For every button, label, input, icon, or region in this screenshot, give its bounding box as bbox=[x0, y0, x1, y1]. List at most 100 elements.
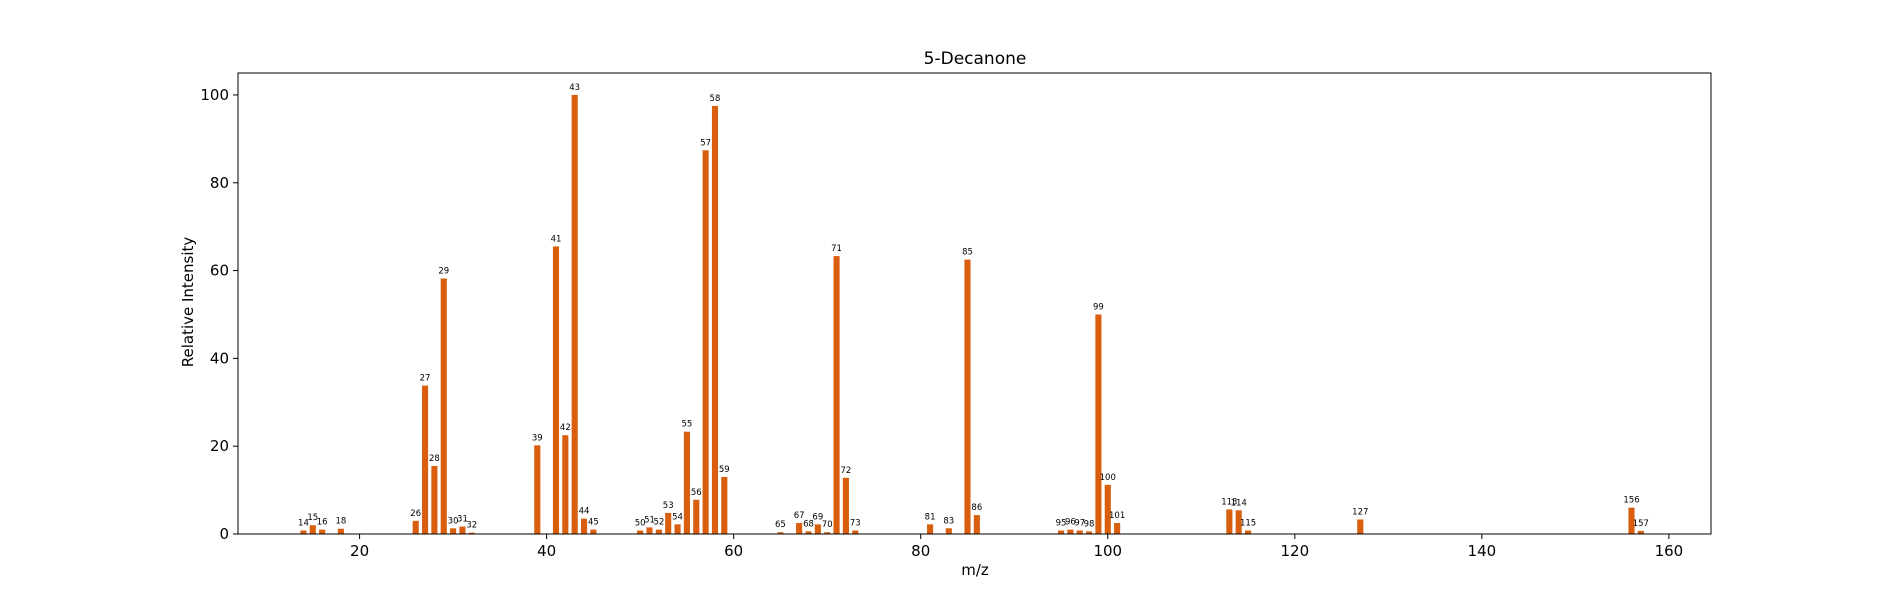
chart-title: 5-Decanone bbox=[924, 49, 1027, 69]
bar-mz-55 bbox=[683, 431, 690, 534]
bar-mz-85 bbox=[964, 259, 971, 534]
bar-mz-59 bbox=[721, 476, 728, 534]
y-tick-label-20: 20 bbox=[210, 437, 229, 455]
data-label-mz-69: 69 bbox=[812, 512, 823, 522]
y-axis-label: Relative Intensity bbox=[179, 237, 197, 368]
bar-mz-42 bbox=[562, 435, 569, 534]
data-label-mz-41: 41 bbox=[551, 234, 562, 244]
bar-mz-65 bbox=[777, 532, 784, 534]
data-label-mz-127: 127 bbox=[1352, 508, 1368, 518]
bar-mz-127 bbox=[1357, 519, 1364, 534]
bar-mz-68 bbox=[805, 531, 812, 534]
bar-mz-32 bbox=[468, 532, 475, 534]
x-tick-label-140: 140 bbox=[1468, 542, 1497, 560]
data-label-mz-32: 32 bbox=[466, 521, 477, 531]
x-tick-label-100: 100 bbox=[1093, 542, 1122, 560]
bar-mz-27 bbox=[422, 385, 429, 534]
bars-layer bbox=[300, 94, 1644, 535]
data-label-mz-95: 95 bbox=[1056, 518, 1067, 528]
data-label-mz-97: 97 bbox=[1074, 518, 1085, 528]
data-label-mz-26: 26 bbox=[410, 509, 421, 519]
data-label-mz-65: 65 bbox=[775, 520, 786, 530]
data-label-mz-27: 27 bbox=[420, 374, 431, 384]
data-label-mz-73: 73 bbox=[850, 518, 861, 528]
bar-mz-113 bbox=[1226, 509, 1233, 534]
data-label-mz-56: 56 bbox=[691, 488, 702, 498]
bar-mz-114 bbox=[1235, 510, 1242, 534]
bar-mz-28 bbox=[431, 465, 438, 534]
bar-mz-99 bbox=[1095, 314, 1102, 534]
data-label-mz-58: 58 bbox=[710, 94, 721, 104]
x-tick-label-160: 160 bbox=[1655, 542, 1684, 560]
y-tick-label-80: 80 bbox=[210, 174, 229, 192]
y-tick-label-60: 60 bbox=[210, 262, 229, 280]
data-label-mz-31: 31 bbox=[457, 515, 468, 525]
data-label-mz-18: 18 bbox=[335, 517, 346, 527]
data-label-mz-39: 39 bbox=[532, 433, 543, 443]
bar-mz-115 bbox=[1245, 530, 1252, 534]
data-label-mz-50: 50 bbox=[635, 518, 646, 528]
y-tick-label-0: 0 bbox=[219, 525, 229, 543]
y-tick-label-100: 100 bbox=[200, 86, 229, 104]
x-tick-label-60: 60 bbox=[724, 542, 743, 560]
data-label-mz-81: 81 bbox=[925, 512, 936, 522]
data-label-mz-30: 30 bbox=[448, 516, 459, 526]
bar-mz-72 bbox=[842, 477, 849, 534]
data-label-mz-72: 72 bbox=[840, 466, 851, 476]
data-label-mz-71: 71 bbox=[831, 244, 842, 254]
data-label-mz-115: 115 bbox=[1240, 518, 1256, 528]
x-tick-label-120: 120 bbox=[1280, 542, 1309, 560]
bar-mz-43 bbox=[571, 94, 578, 534]
bar-mz-101 bbox=[1114, 523, 1121, 534]
data-label-mz-113: 113 bbox=[1221, 497, 1237, 507]
x-tick-label-40: 40 bbox=[537, 542, 556, 560]
bar-mz-39 bbox=[534, 445, 541, 534]
data-label-mz-43: 43 bbox=[569, 83, 580, 93]
data-label-mz-86: 86 bbox=[971, 503, 982, 513]
data-label-mz-55: 55 bbox=[681, 420, 692, 430]
data-label-mz-85: 85 bbox=[962, 248, 973, 258]
data-label-mz-114: 114 bbox=[1231, 498, 1247, 508]
bar-mz-44 bbox=[580, 518, 588, 534]
bar-mz-16 bbox=[319, 529, 326, 534]
data-label-mz-45: 45 bbox=[588, 518, 599, 528]
data-label-mz-53: 53 bbox=[663, 501, 674, 511]
bar-mz-95 bbox=[1057, 530, 1065, 534]
bar-mz-83 bbox=[945, 528, 952, 534]
bar-mz-41 bbox=[552, 246, 560, 535]
plot-frame bbox=[237, 72, 1712, 535]
bar-mz-50 bbox=[637, 530, 644, 534]
x-tick-label-80: 80 bbox=[911, 542, 930, 560]
x-axis-label: m/z bbox=[961, 561, 989, 579]
bar-mz-81 bbox=[927, 524, 934, 534]
data-label-mz-68: 68 bbox=[803, 519, 814, 529]
bar-mz-71 bbox=[833, 256, 840, 534]
data-label-mz-59: 59 bbox=[719, 465, 730, 475]
bar-mz-98 bbox=[1086, 531, 1093, 534]
bar-mz-53 bbox=[665, 512, 672, 534]
data-label-mz-28: 28 bbox=[429, 454, 440, 464]
bar-mz-86 bbox=[973, 515, 980, 534]
bar-mz-26 bbox=[412, 520, 419, 534]
data-label-mz-99: 99 bbox=[1093, 302, 1104, 312]
data-label-mz-101: 101 bbox=[1109, 511, 1125, 521]
bar-mz-70 bbox=[824, 532, 831, 534]
data-label-mz-16: 16 bbox=[317, 518, 328, 528]
bar-mz-57 bbox=[702, 150, 709, 534]
y-tick-label-40: 40 bbox=[210, 349, 229, 367]
bar-mz-156 bbox=[1628, 507, 1635, 534]
x-tick-label-20: 20 bbox=[350, 542, 369, 560]
data-label-mz-57: 57 bbox=[700, 138, 711, 148]
data-label-mz-98: 98 bbox=[1084, 519, 1095, 529]
data-label-mz-70: 70 bbox=[822, 520, 833, 530]
bar-mz-67 bbox=[796, 523, 803, 534]
bar-mz-100 bbox=[1104, 484, 1111, 534]
bar-mz-15 bbox=[309, 525, 316, 534]
bar-mz-14 bbox=[300, 530, 307, 534]
data-label-mz-83: 83 bbox=[943, 516, 954, 526]
bar-mz-51 bbox=[646, 527, 653, 534]
data-label-mz-67: 67 bbox=[794, 511, 805, 521]
data-label-mz-54: 54 bbox=[672, 512, 683, 522]
